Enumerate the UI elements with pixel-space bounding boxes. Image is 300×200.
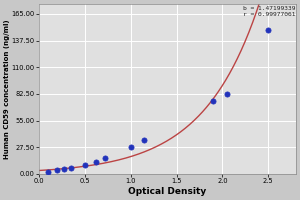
Point <box>128 146 133 149</box>
X-axis label: Optical Density: Optical Density <box>128 187 206 196</box>
Y-axis label: Human CD59 concentration (ng/ml): Human CD59 concentration (ng/ml) <box>4 19 10 159</box>
Text: b = 1.47199339
r = 0.99977061: b = 1.47199339 r = 0.99977061 <box>243 6 296 17</box>
Point <box>55 169 60 172</box>
Point <box>211 100 216 103</box>
Point <box>103 157 107 160</box>
Point <box>46 170 50 174</box>
Point <box>266 29 271 32</box>
Point <box>225 92 230 95</box>
Point <box>82 163 87 166</box>
Point <box>142 138 147 142</box>
Point <box>61 167 66 171</box>
Point <box>93 161 98 164</box>
Point <box>69 166 74 169</box>
